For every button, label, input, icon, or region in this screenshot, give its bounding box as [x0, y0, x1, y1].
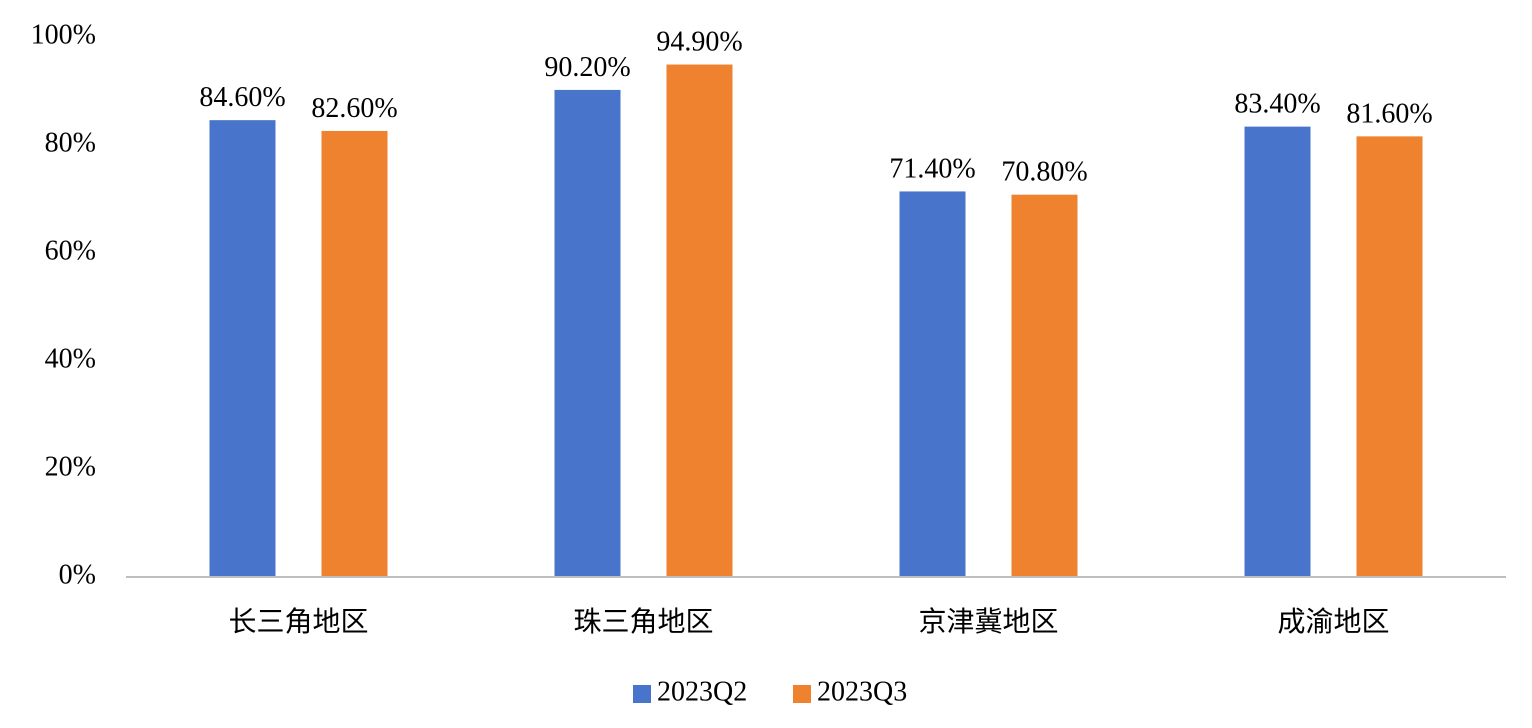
- bar: [666, 64, 733, 578]
- bars: [209, 64, 1423, 578]
- bar: [1011, 194, 1078, 577]
- y-tick-label: 80%: [45, 127, 96, 158]
- bar: [554, 89, 621, 578]
- legend: 2023Q2 2023Q3: [633, 676, 907, 707]
- x-tick-label: 成渝地区: [1277, 605, 1389, 638]
- legend-label: 2023Q3: [817, 676, 907, 707]
- bar: [1356, 136, 1423, 578]
- x-tick-label: 京津冀地区: [918, 605, 1058, 638]
- data-label: 70.80%: [1001, 157, 1087, 188]
- x-tick-label: 珠三角地区: [573, 605, 713, 638]
- x-axis: 长三角地区 珠三角地区 京津冀地区 成渝地区: [228, 605, 1389, 638]
- data-label: 90.20%: [544, 52, 630, 83]
- x-tick-label: 长三角地区: [228, 605, 368, 638]
- data-label: 84.60%: [199, 82, 285, 113]
- data-label: 82.60%: [311, 93, 397, 124]
- y-tick-label: 60%: [45, 235, 96, 266]
- y-tick-label: 40%: [45, 343, 96, 374]
- bar: [321, 130, 388, 577]
- y-tick-label: 20%: [45, 451, 96, 482]
- bar: [1244, 126, 1311, 577]
- data-label: 71.40%: [889, 153, 975, 184]
- data-labels: 84.60% 82.60% 90.20% 94.90% 71.40% 70.80% 83.4…: [199, 27, 1432, 188]
- bar: [899, 191, 966, 577]
- y-tick-label: 0%: [59, 559, 96, 590]
- y-axis: 0% 20% 40% 60% 80% 100%: [31, 19, 96, 590]
- legend-swatch: [793, 685, 811, 703]
- data-label: 94.90%: [656, 27, 742, 58]
- bar: [209, 120, 276, 577]
- data-label: 83.40%: [1234, 89, 1320, 120]
- y-tick-label: 100%: [31, 19, 96, 50]
- legend-label: 2023Q2: [657, 676, 747, 707]
- legend-swatch: [633, 685, 651, 703]
- data-label: 81.60%: [1346, 98, 1432, 129]
